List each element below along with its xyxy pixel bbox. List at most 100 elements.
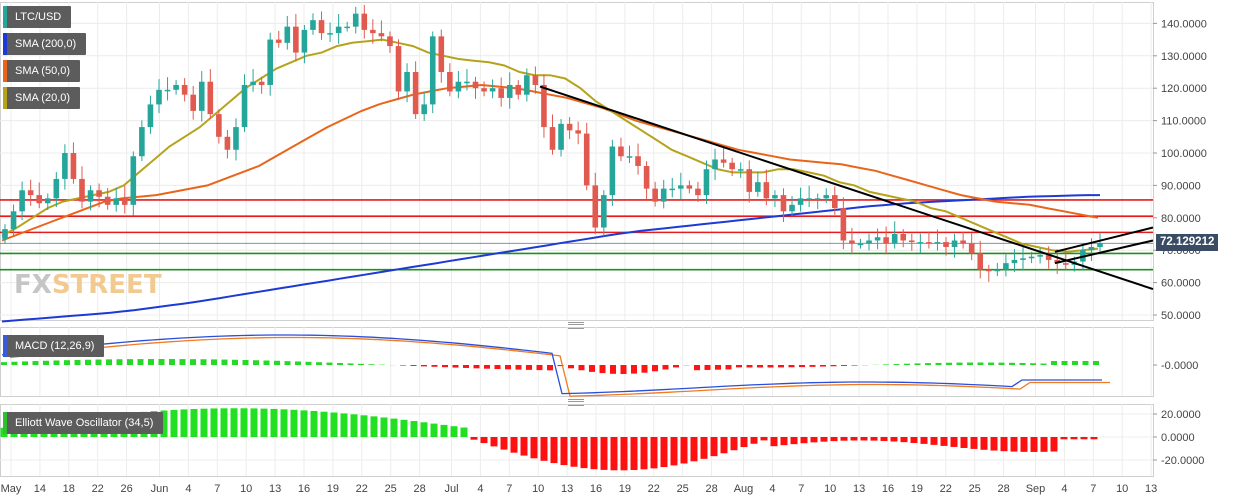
macd-histogram-bar — [715, 365, 721, 370]
candle-body — [883, 237, 889, 244]
ewo-histogram-bar — [880, 437, 888, 441]
macd-histogram-bar — [442, 365, 448, 368]
ewo-histogram-bar — [320, 411, 328, 437]
ewo-histogram-bar — [870, 437, 878, 441]
macd-histogram-bar — [515, 365, 522, 370]
candle-body — [19, 190, 25, 212]
ewo-histogram-bar — [560, 437, 568, 466]
ewo-histogram-bar — [660, 437, 668, 468]
legend-sma200[interactable]: SMA (200,0) — [3, 33, 87, 55]
candle-body — [823, 195, 830, 199]
legend-sma20[interactable]: SMA (20,0) — [3, 87, 81, 109]
macd-histogram-bar — [988, 362, 994, 365]
candle-body — [361, 13, 368, 30]
y-tick-label: 60.0000 — [1161, 278, 1201, 290]
candle-body — [592, 185, 599, 228]
candle-body — [669, 188, 676, 191]
ewo-histogram-bar — [690, 437, 698, 462]
candle-body — [87, 190, 94, 202]
ewo-histogram-bar — [820, 437, 828, 442]
macd-histogram-bar — [106, 359, 112, 365]
candle-body — [968, 243, 975, 254]
macd-histogram-bar — [1093, 361, 1099, 365]
macd-histogram-bar — [53, 360, 60, 365]
candle-body — [1062, 263, 1069, 265]
ewo-histogram-bar — [270, 408, 278, 437]
candle-body — [772, 195, 778, 199]
x-tick-label: Sep — [1026, 483, 1046, 495]
candle-body — [951, 240, 958, 247]
x-tick-label: Jul — [444, 483, 458, 495]
candle-body — [472, 81, 479, 89]
candle-body — [70, 153, 77, 179]
candle-body — [10, 211, 17, 230]
x-tick-label: 10 — [532, 483, 544, 495]
trendline-down — [539, 85, 1154, 291]
ewo-histogram-bar — [450, 426, 458, 437]
legend-ltcusd[interactable]: LTC/USD — [3, 6, 72, 28]
candle-body — [301, 29, 308, 53]
y-tick-label: 130.0000 — [1161, 51, 1207, 63]
watermark-fx: FX — [14, 270, 52, 300]
macd-histogram-bar — [589, 365, 595, 372]
candle-body — [832, 195, 838, 209]
x-tick-label: 13 — [561, 483, 573, 495]
x-tick-label: 4 — [477, 483, 483, 495]
ewo-histogram-bar — [490, 437, 498, 447]
ewo-histogram-bar — [960, 437, 968, 448]
pane-resize-handle-ewo[interactable] — [568, 399, 584, 406]
legend-swatch-ltcusd — [3, 6, 7, 28]
macd-histogram-bar — [851, 365, 858, 366]
macd-histogram-bar — [935, 362, 942, 365]
candle-body — [27, 190, 34, 196]
ewo-histogram-bar — [510, 437, 518, 453]
ewo-histogram-bar — [890, 437, 898, 442]
ewo-histogram-bar — [740, 437, 748, 448]
legend-macd[interactable]: MACD (12,26,9) — [3, 335, 105, 357]
legend-ewo[interactable]: Elliott Wave Oscillator (34,5) — [3, 412, 164, 434]
macd-histogram-bar — [74, 359, 81, 365]
ewo-histogram-bar — [760, 437, 768, 441]
legend-label-ltcusd: LTC/USD — [15, 11, 62, 23]
macd-histogram-bar — [799, 365, 805, 368]
macd-histogram-bar — [599, 365, 606, 374]
macd-histogram-bar — [137, 359, 144, 365]
macd-histogram-bar — [484, 365, 490, 369]
x-tick-label: Aug — [734, 483, 754, 495]
ewo-histogram-bar — [520, 437, 528, 456]
candle-body — [583, 133, 590, 186]
x-tick-label: 28 — [997, 483, 1009, 495]
candle-body — [746, 169, 753, 192]
macd-histogram-bar — [242, 359, 249, 365]
macd-histogram-bar — [32, 361, 39, 365]
ewo-histogram-bar — [1000, 437, 1008, 452]
ewo-histogram-bar — [850, 437, 858, 441]
macd-histogram-bar — [316, 362, 322, 365]
candle-body — [335, 26, 342, 34]
ewo-histogram-bar — [410, 421, 418, 437]
ewo-y-tick-label: -20.0000 — [1161, 455, 1204, 467]
candle-body — [1037, 255, 1043, 257]
ewo-histogram-bar — [1080, 437, 1088, 440]
x-tick-label: 13 — [853, 483, 865, 495]
candle-body — [352, 13, 359, 27]
x-tick-label: 26 — [120, 483, 132, 495]
ewo-histogram-bar — [670, 437, 678, 466]
pane-resize-handle-macd[interactable] — [568, 322, 584, 329]
macd-histogram-bar — [967, 362, 973, 365]
ewo-histogram-bar — [900, 437, 908, 443]
ewo-histogram-bar — [380, 417, 388, 437]
candle-body — [712, 159, 718, 170]
candle-body — [695, 188, 701, 196]
candle-body — [780, 195, 787, 212]
last-price-tag: 72.129212 — [1156, 234, 1219, 251]
macd-histogram-bar — [127, 359, 133, 365]
candle-body — [498, 88, 504, 98]
candle-body — [541, 84, 547, 128]
macd-histogram-bar — [977, 362, 984, 365]
macd-histogram-bar — [767, 365, 774, 368]
macd-histogram-bar — [253, 360, 259, 365]
ewo-histogram-bar — [570, 437, 578, 467]
legend-sma50[interactable]: SMA (50,0) — [3, 60, 81, 82]
